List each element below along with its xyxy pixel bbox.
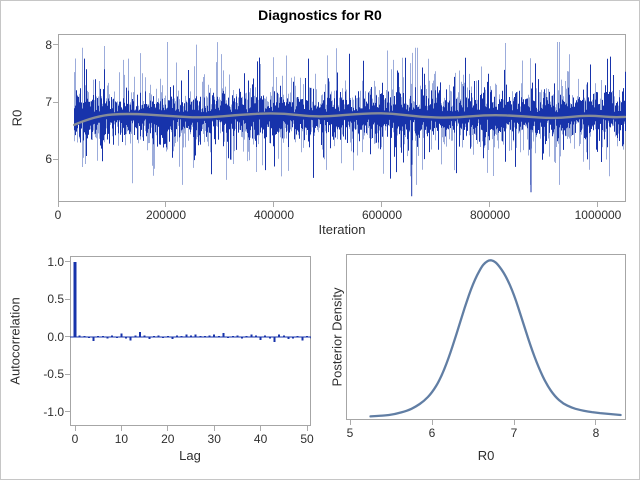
x-tick bbox=[595, 420, 597, 425]
x-tick bbox=[306, 426, 308, 431]
x-tick-label: 0 bbox=[54, 208, 62, 222]
x-tick-label: 40 bbox=[253, 432, 268, 446]
x-tick-label: 600000 bbox=[361, 208, 403, 222]
figure-title: Diagnostics for R0 bbox=[258, 7, 382, 23]
x-tick-label: 6 bbox=[428, 426, 436, 440]
trace-plot-canvas bbox=[73, 42, 626, 197]
x-tick-label: 30 bbox=[207, 432, 221, 446]
x-tick-label: 7 bbox=[510, 426, 518, 440]
y-tick-label: -0.5 bbox=[43, 367, 64, 382]
x-tick-label: 8 bbox=[592, 426, 600, 440]
y-tick bbox=[65, 261, 70, 263]
y-tick-label: 7 bbox=[45, 95, 52, 109]
x-tick bbox=[57, 202, 59, 207]
x-tick bbox=[431, 420, 433, 425]
x-tick-label: 200000 bbox=[145, 208, 187, 222]
y-tick bbox=[53, 44, 58, 46]
x-tick bbox=[489, 202, 491, 207]
x-tick-label: 800000 bbox=[469, 208, 511, 222]
y-tick bbox=[65, 411, 70, 413]
y-tick-label: 0.0 bbox=[47, 329, 64, 344]
x-tick bbox=[120, 426, 122, 431]
x-tick bbox=[349, 420, 351, 425]
autocorrelation-canvas bbox=[70, 262, 311, 342]
x-tick bbox=[597, 202, 599, 207]
autocorrelation-plot-area bbox=[70, 256, 311, 426]
x-tick-label: 5 bbox=[346, 426, 354, 440]
y-tick-label: 8 bbox=[45, 37, 52, 52]
x-tick bbox=[74, 426, 76, 431]
y-tick-label: 0.5 bbox=[47, 292, 64, 307]
y-tick-label: 6 bbox=[45, 152, 52, 167]
x-tick-label: 400000 bbox=[253, 208, 295, 222]
x-tick bbox=[213, 426, 215, 431]
x-tick bbox=[513, 420, 515, 425]
acf-y-axis-label: Autocorrelation bbox=[7, 297, 23, 385]
acf-x-axis-label: Lag bbox=[179, 448, 201, 463]
x-tick-label: 20 bbox=[161, 432, 175, 446]
posterior-density-canvas bbox=[369, 259, 622, 418]
y-tick bbox=[53, 101, 58, 103]
trace-x-axis-label: Iteration bbox=[318, 222, 366, 237]
x-tick bbox=[381, 202, 383, 207]
x-tick-label: 1000000 bbox=[574, 208, 622, 222]
y-tick bbox=[53, 158, 58, 160]
y-tick bbox=[65, 373, 70, 375]
y-tick bbox=[65, 298, 70, 300]
density-x-axis-label: R0 bbox=[477, 448, 495, 463]
x-tick-label: 50 bbox=[300, 432, 314, 446]
density-y-axis-label: Posterior Density bbox=[329, 287, 345, 387]
x-tick bbox=[260, 426, 262, 431]
x-tick bbox=[167, 426, 169, 431]
density-plot-area bbox=[346, 254, 626, 420]
y-tick bbox=[65, 336, 70, 338]
x-tick-label: 0 bbox=[71, 432, 79, 446]
y-tick-label: -1.0 bbox=[43, 404, 64, 419]
y-tick-label: 1.0 bbox=[47, 254, 64, 269]
trace-plot-area bbox=[58, 34, 626, 202]
trace-y-axis-label: R0 bbox=[9, 109, 25, 127]
x-tick-label: 10 bbox=[114, 432, 129, 446]
x-tick bbox=[165, 202, 167, 207]
x-tick bbox=[273, 202, 275, 207]
